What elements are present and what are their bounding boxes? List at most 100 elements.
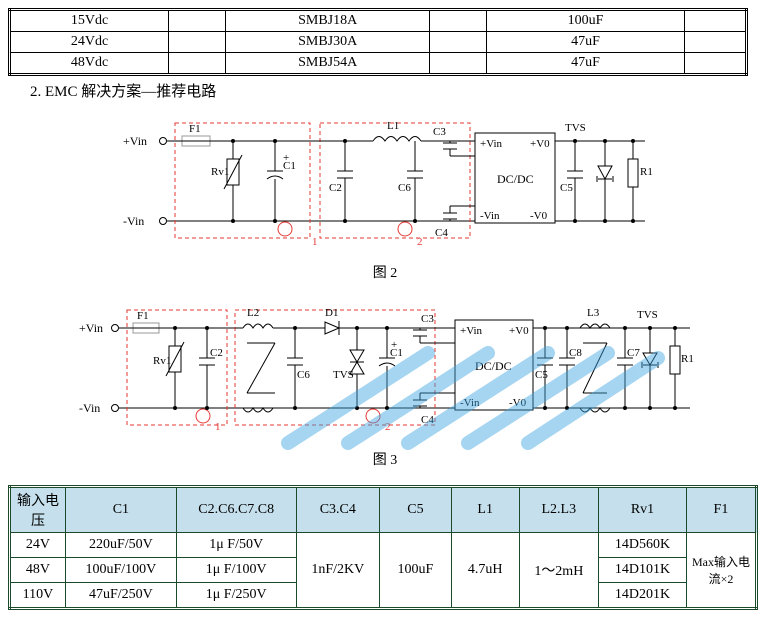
label-c4: C4	[421, 414, 434, 426]
col-rv1: Rv1	[599, 487, 687, 533]
cell-cap: 47uF	[487, 32, 684, 53]
label-r1: R1	[640, 166, 653, 178]
cell-cap: 100uF	[487, 10, 684, 32]
table-header-row: 输入电压 C1 C2.C6.C7.C8 C3.C4 C5 L1 L2.L3 Rv…	[10, 487, 757, 533]
label-l2: L2	[247, 307, 259, 319]
label-r1: R1	[681, 353, 694, 365]
label-f1: F1	[137, 310, 149, 322]
cell-blank	[169, 32, 226, 53]
cell-tvs: SMBJ54A	[225, 53, 430, 75]
label-c3: C3	[421, 313, 434, 325]
label-c5: C5	[535, 369, 548, 381]
label-tvs-in: TVS	[333, 369, 354, 381]
label-box-tr: +V0	[509, 325, 529, 337]
cell-c2: 1μ F/50V	[176, 533, 296, 558]
figure-3: +Vin -Vin F1 Rv1 C2 1 L2 C6 D1 TVS	[8, 298, 762, 443]
cell-rv1: 14D201K	[599, 583, 687, 609]
label-c5: C5	[560, 182, 573, 194]
table-row: 48Vdc SMBJ54A 47uF	[10, 53, 747, 75]
label-neg-vin: -Vin	[79, 401, 100, 415]
cell-blank	[169, 10, 226, 32]
label-l3: L3	[587, 307, 600, 319]
figure-2: +Vin -Vin F1 Rv1 C1 + 1 C2 L1 C6 C3	[8, 111, 762, 256]
label-rv1: Rv1	[153, 355, 171, 367]
label-dcdc: DC/DC	[475, 359, 512, 373]
label-box-br: -V0	[530, 210, 548, 222]
col-c1: C1	[65, 487, 176, 533]
col-c34: C3.C4	[296, 487, 379, 533]
label-tvs-out: TVS	[637, 309, 658, 321]
cell-l23: 1～2mH	[519, 533, 599, 609]
cell-c1: 220uF/50V	[65, 533, 176, 558]
figure-2-label: 图 2	[8, 262, 762, 282]
cell-blank	[684, 53, 746, 75]
cell-v: 24V	[10, 533, 66, 558]
cell-f1: Max输入电流×2	[686, 533, 756, 609]
tvs-table: 15Vdc SMBJ18A 100uF 24Vdc SMBJ30A 47uF 4…	[8, 8, 748, 76]
label-idx1: 1	[215, 421, 221, 433]
label-idx1: 1	[312, 236, 318, 248]
col-l23: L2.L3	[519, 487, 599, 533]
label-c2: C2	[210, 347, 223, 359]
col-vin: 输入电压	[10, 487, 66, 533]
cell-vdc: 15Vdc	[10, 10, 169, 32]
cell-blank	[430, 10, 487, 32]
section-title: 2. EMC 解决方案—推荐电路	[30, 80, 762, 101]
cell-blank	[684, 10, 746, 32]
col-c2678: C2.C6.C7.C8	[176, 487, 296, 533]
cell-blank	[430, 32, 487, 53]
label-rv1: Rv1	[211, 166, 229, 178]
label-box-br: -V0	[509, 397, 527, 409]
col-c5: C5	[379, 487, 451, 533]
label-f1: F1	[189, 123, 201, 135]
label-idx2: 2	[417, 236, 423, 248]
svg-text:+: +	[283, 152, 289, 164]
cell-vdc: 24Vdc	[10, 32, 169, 53]
cell-tvs: SMBJ18A	[225, 10, 430, 32]
label-pos-vin: +Vin	[123, 134, 147, 148]
cell-cap: 47uF	[487, 53, 684, 75]
cell-v: 110V	[10, 583, 66, 609]
cell-tvs: SMBJ30A	[225, 32, 430, 53]
component-table: 输入电压 C1 C2.C6.C7.C8 C3.C4 C5 L1 L2.L3 Rv…	[8, 485, 758, 610]
figure-3-label: 图 3	[8, 449, 762, 469]
cell-l1: 4.7uH	[451, 533, 519, 609]
label-neg-vin: -Vin	[123, 214, 144, 228]
cell-c34: 1nF/2KV	[296, 533, 379, 609]
table-row: 24V 220uF/50V 1μ F/50V 1nF/2KV 100uF 4.7…	[10, 533, 757, 558]
cell-vdc: 48Vdc	[10, 53, 169, 75]
col-f1: F1	[686, 487, 756, 533]
cell-blank	[684, 32, 746, 53]
table-row: 15Vdc SMBJ18A 100uF	[10, 10, 747, 32]
label-c6: C6	[297, 369, 310, 381]
cell-v: 48V	[10, 558, 66, 583]
label-idx2: 2	[385, 421, 391, 433]
label-c7: C7	[627, 347, 640, 359]
label-pos-vin: +Vin	[79, 321, 103, 335]
label-box-tl: +Vin	[480, 138, 503, 150]
cell-c1: 47uF/250V	[65, 583, 176, 609]
label-d1: D1	[325, 307, 338, 319]
cell-c2: 1μ F/250V	[176, 583, 296, 609]
label-c6: C6	[398, 182, 411, 194]
label-c2: C2	[329, 182, 342, 194]
label-box-tl: +Vin	[460, 325, 483, 337]
label-dcdc: DC/DC	[497, 172, 534, 186]
label-box-tr: +V0	[530, 138, 550, 150]
cell-rv1: 14D101K	[599, 558, 687, 583]
label-box-bl: -Vin	[480, 210, 500, 222]
label-box-bl: -Vin	[460, 397, 480, 409]
cell-blank	[430, 53, 487, 75]
cell-c2: 1μ F/100V	[176, 558, 296, 583]
label-c4: C4	[435, 227, 448, 239]
table-row: 24Vdc SMBJ30A 47uF	[10, 32, 747, 53]
cell-c1: 100uF/100V	[65, 558, 176, 583]
label-c3: C3	[433, 126, 446, 138]
cell-c5: 100uF	[379, 533, 451, 609]
label-l1: L1	[387, 120, 399, 132]
svg-text:+: +	[391, 339, 397, 351]
label-tvs: TVS	[565, 122, 586, 134]
label-c8: C8	[569, 347, 582, 359]
cell-blank	[169, 53, 226, 75]
col-l1: L1	[451, 487, 519, 533]
